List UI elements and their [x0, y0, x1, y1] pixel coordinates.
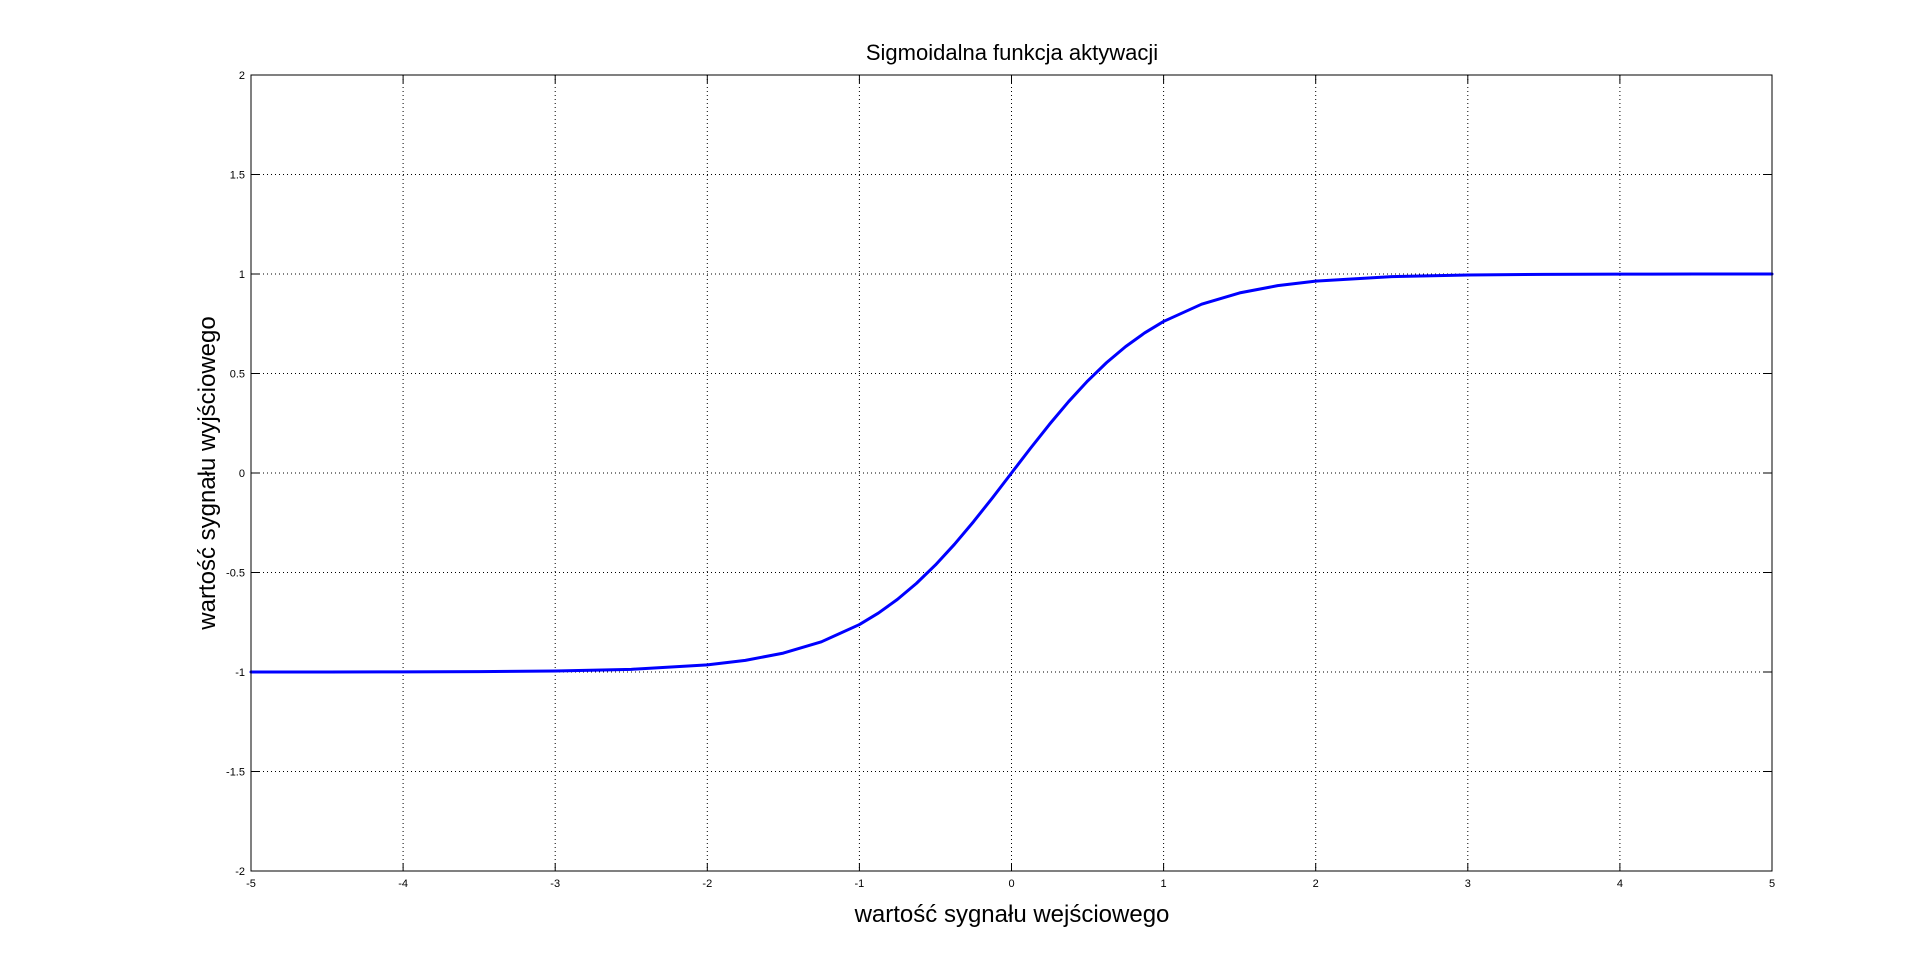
y-tick-label: 0.5 — [230, 369, 245, 381]
x-tick-label: 3 — [1465, 878, 1471, 890]
tick-labels: -5 -4 -3 -2 -1 0 1 2 3 4 5 2 1.5 1 0.5 0 -0.5 -1 -1.5 -2 — [226, 70, 1775, 890]
x-tick-label: 1 — [1161, 878, 1167, 890]
y-tick-label: 0 — [239, 468, 245, 480]
y-axis-title: wartość sygnału wyjściowego — [194, 316, 221, 630]
y-tick-label: 1.5 — [230, 170, 245, 182]
x-axis-title: wartość sygnału wejściowego — [854, 901, 1170, 928]
x-tick-label: 5 — [1769, 878, 1775, 890]
y-tick-label: 2 — [239, 70, 245, 82]
x-tick-label: -4 — [398, 878, 408, 890]
y-tick-label: -2 — [235, 866, 245, 878]
x-tick-label: -3 — [550, 878, 560, 890]
x-tick-label: -2 — [702, 878, 712, 890]
x-tick-label: -5 — [246, 878, 256, 890]
x-tick-label: 2 — [1313, 878, 1319, 890]
y-tick-label: -0.5 — [226, 568, 245, 580]
x-tick-label: -1 — [855, 878, 865, 890]
y-tick-label: -1 — [235, 667, 245, 679]
x-tick-label: 4 — [1617, 878, 1623, 890]
plot-area-frame — [250, 74, 1773, 872]
y-tick-label: -1.5 — [226, 767, 245, 779]
series-line-1 — [249, 272, 1774, 674]
y-tick-label: 1 — [239, 269, 245, 281]
x-tick-label: 0 — [1008, 878, 1014, 890]
series-layer — [249, 272, 1774, 674]
chart-title: Sigmoidalna funkcja aktywacji — [866, 40, 1158, 65]
